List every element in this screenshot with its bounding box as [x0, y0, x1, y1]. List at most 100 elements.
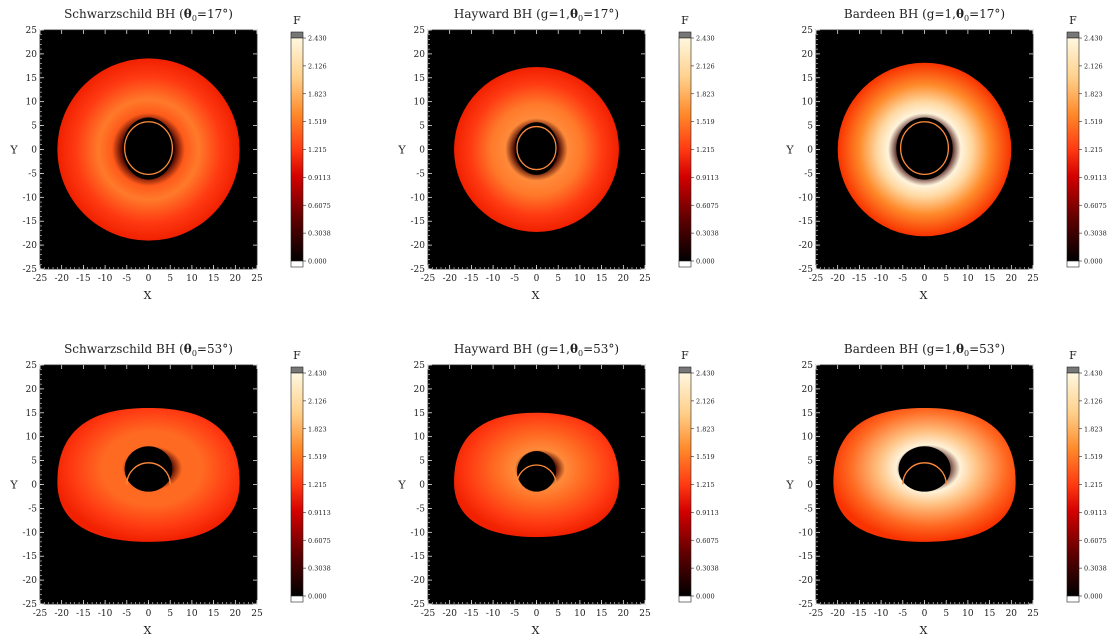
colorbar-tick-label: 0.3038	[308, 565, 331, 573]
title-suffix: =17°)	[583, 7, 619, 21]
colorbar-label: F	[681, 349, 689, 362]
y-tick-label: -25	[23, 265, 38, 275]
y-tick-label: 25	[414, 26, 426, 36]
x-tick-label: -10	[486, 609, 501, 619]
colorbar-tick-label: 0.6075	[308, 537, 331, 545]
colorbar-tick-label: 1.519	[696, 118, 715, 126]
x-tick-label: 5	[167, 274, 173, 284]
y-tick-label: 0	[31, 146, 37, 156]
panel-5: Hayward BH (g=1,θ0=53°)-25 -20 -15 -10 -5 0 5 1…	[397, 342, 718, 637]
x-tick-label: 0	[922, 609, 928, 619]
colorbar-tick-label: 2.126	[1084, 62, 1103, 70]
y-tick-label: -10	[411, 193, 426, 203]
y-tick-label: -25	[799, 265, 814, 275]
x-tick-label: 0	[146, 609, 152, 619]
colorbar-tick-label: 0.000	[1084, 593, 1103, 601]
y-tick-label: -15	[411, 217, 426, 227]
title-suffix: =17°)	[969, 7, 1005, 21]
title-prefix: Schwarzschild BH (	[64, 342, 184, 356]
y-tick-label: -20	[799, 241, 814, 251]
title-subscript: 0	[578, 14, 583, 23]
x-tick-label: -15	[464, 609, 479, 619]
title-prefix: Bardeen BH (g=1,	[844, 7, 956, 21]
y-tick-label: -15	[799, 217, 814, 227]
x-tick-label: -20	[442, 274, 457, 284]
x-tick-label: -25	[33, 274, 48, 284]
y-tick-label: 5	[31, 122, 37, 132]
photon-ring	[899, 121, 950, 176]
title-theta: θ	[570, 7, 578, 21]
x-tick-label: 20	[618, 609, 630, 619]
colorbar-tick-label: 1.215	[1084, 146, 1103, 154]
colorbar-tick-label: 1.519	[308, 118, 327, 126]
colorbar-tick-label: 0.3038	[696, 230, 719, 238]
y-tick-label: 20	[802, 50, 814, 60]
y-tick-label: 20	[802, 385, 814, 395]
y-tick-label: 25	[26, 26, 38, 36]
x-tick-label: 5	[943, 274, 949, 284]
y-tick-label: 5	[419, 122, 425, 132]
x-tick-label: -25	[421, 274, 436, 284]
y-axis-label: Y	[785, 144, 794, 157]
x-tick-label: -25	[33, 609, 48, 619]
y-tick-label: -5	[416, 504, 425, 514]
x-tick-label: 0	[534, 609, 540, 619]
title-suffix: =53°)	[197, 342, 233, 356]
colorbar-tick-label: 1.519	[308, 453, 327, 461]
x-tick-label: 15	[596, 274, 608, 284]
x-tick-label: 20	[230, 274, 242, 284]
colorbar	[678, 372, 692, 597]
colorbar-tick-label: 0.6075	[1084, 202, 1107, 210]
y-tick-label: -20	[799, 576, 814, 586]
colorbar-tick-label: 0.000	[308, 258, 327, 266]
title-theta: θ	[956, 7, 964, 21]
colorbar-tick-label: 1.519	[1084, 453, 1103, 461]
title-theta: θ	[184, 7, 192, 21]
x-tick-label: 15	[984, 274, 996, 284]
x-tick-label: -15	[852, 274, 867, 284]
x-tick-label: -5	[510, 609, 519, 619]
y-tick-label: -25	[23, 600, 38, 610]
y-axis-label: Y	[397, 479, 406, 492]
y-tick-label: 15	[26, 409, 38, 419]
y-tick-label: 5	[807, 122, 813, 132]
colorbar-tick-label: 0.6075	[1084, 537, 1107, 545]
panel-title: Bardeen BH (g=1,θ0=53°)	[844, 342, 1005, 358]
colorbar-under-cap	[1066, 260, 1080, 268]
x-tick-label: 25	[1027, 274, 1039, 284]
colorbar-tick-label: 2.430	[308, 370, 327, 378]
x-tick-label: 0	[146, 274, 152, 284]
x-tick-label: 25	[251, 274, 263, 284]
title-suffix: =53°)	[583, 342, 619, 356]
y-axis-label: Y	[397, 144, 406, 157]
photon-ring	[516, 464, 557, 485]
x-tick-label: -10	[98, 609, 113, 619]
y-tick-label: 15	[414, 409, 426, 419]
x-tick-label: -15	[464, 274, 479, 284]
title-prefix: Hayward BH (g=1,	[454, 7, 570, 21]
colorbar-tick-label: 1.823	[308, 425, 327, 433]
black-hole-shadow	[122, 117, 175, 180]
colorbar-label: F	[1069, 349, 1077, 362]
colorbar	[1066, 372, 1080, 597]
panel-6: Bardeen BH (g=1,θ0=53°)-25 -20 -15 -10 -5 0 5 1…	[785, 342, 1106, 637]
x-tick-label: 5	[555, 274, 561, 284]
photon-ring	[123, 121, 174, 176]
y-tick-label: -15	[411, 552, 426, 562]
colorbar-tick-label: 1.823	[1084, 425, 1103, 433]
colorbar-tick-label: 1.215	[696, 481, 715, 489]
x-tick-label: -5	[122, 609, 131, 619]
y-axis-label: Y	[9, 144, 18, 157]
title-subscript: 0	[192, 14, 197, 23]
y-tick-label: 25	[26, 361, 38, 371]
y-tick-label: 0	[31, 481, 37, 491]
x-tick-label: -20	[830, 274, 845, 284]
colorbar-tick-label: 1.519	[696, 453, 715, 461]
black-hole-shadow	[898, 446, 951, 492]
y-tick-label: 10	[414, 433, 426, 443]
panel-3: Bardeen BH (g=1,θ0=17°)-25 -20 -15 -10 -5 0 5 1…	[785, 7, 1106, 302]
colorbar-tick-label: 2.126	[308, 62, 327, 70]
colorbar	[1066, 37, 1080, 262]
colorbar-over-cap	[678, 366, 692, 374]
